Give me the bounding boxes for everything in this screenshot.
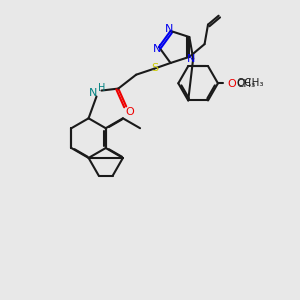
Text: H: H xyxy=(98,82,105,93)
Text: N: N xyxy=(153,44,161,54)
Text: N: N xyxy=(164,24,173,34)
Text: CH₃: CH₃ xyxy=(237,79,256,89)
Text: N: N xyxy=(89,88,98,98)
Text: N: N xyxy=(187,54,196,64)
Text: O: O xyxy=(126,107,135,117)
Text: S: S xyxy=(152,63,158,73)
Text: O: O xyxy=(228,79,237,89)
Text: OCH₃: OCH₃ xyxy=(237,78,264,88)
